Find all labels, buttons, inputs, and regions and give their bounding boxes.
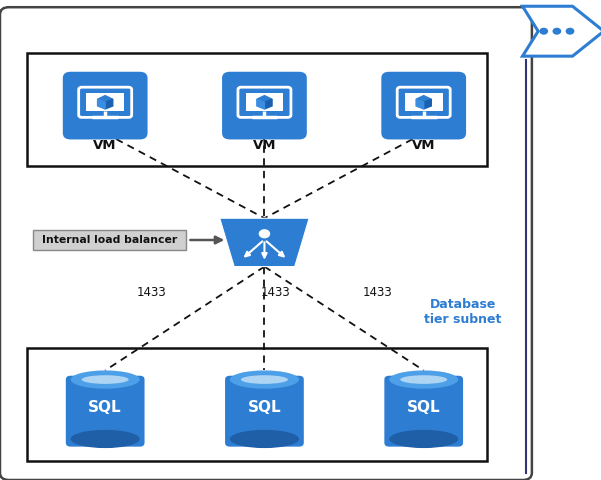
Polygon shape	[416, 96, 432, 102]
Polygon shape	[522, 6, 601, 56]
Text: Database
tier subnet: Database tier subnet	[424, 298, 501, 326]
Polygon shape	[416, 99, 424, 109]
FancyBboxPatch shape	[238, 87, 291, 118]
Text: SQL: SQL	[407, 400, 441, 416]
Ellipse shape	[241, 375, 288, 384]
Text: VM: VM	[412, 139, 436, 153]
Circle shape	[552, 28, 561, 35]
FancyBboxPatch shape	[66, 376, 145, 446]
Polygon shape	[97, 99, 105, 109]
Text: 1433: 1433	[137, 286, 166, 299]
Text: 1433: 1433	[260, 286, 290, 299]
Polygon shape	[264, 99, 272, 109]
Circle shape	[258, 229, 270, 239]
Circle shape	[566, 28, 575, 35]
Text: SQL: SQL	[248, 400, 281, 416]
Polygon shape	[257, 96, 272, 102]
Text: VM: VM	[252, 139, 276, 153]
Polygon shape	[220, 218, 309, 266]
FancyBboxPatch shape	[405, 93, 442, 111]
FancyBboxPatch shape	[87, 93, 124, 111]
Polygon shape	[97, 96, 113, 102]
FancyBboxPatch shape	[27, 348, 487, 461]
FancyBboxPatch shape	[397, 87, 450, 118]
FancyBboxPatch shape	[222, 72, 307, 139]
Circle shape	[539, 28, 548, 35]
FancyBboxPatch shape	[79, 87, 132, 118]
Ellipse shape	[82, 375, 129, 384]
Ellipse shape	[389, 371, 459, 389]
FancyBboxPatch shape	[385, 376, 463, 446]
Ellipse shape	[71, 371, 140, 389]
Text: VM: VM	[93, 139, 117, 153]
FancyBboxPatch shape	[381, 72, 466, 139]
FancyBboxPatch shape	[63, 72, 148, 139]
Polygon shape	[257, 99, 264, 109]
Text: SQL: SQL	[88, 400, 122, 416]
Ellipse shape	[400, 375, 447, 384]
FancyBboxPatch shape	[27, 53, 487, 166]
Polygon shape	[424, 99, 432, 109]
Polygon shape	[105, 99, 113, 109]
Ellipse shape	[71, 430, 140, 448]
FancyBboxPatch shape	[0, 7, 532, 480]
FancyBboxPatch shape	[33, 230, 186, 250]
Text: 1433: 1433	[362, 286, 392, 299]
FancyBboxPatch shape	[246, 93, 283, 111]
Ellipse shape	[230, 430, 299, 448]
Ellipse shape	[230, 371, 299, 389]
Text: Internal load balancer: Internal load balancer	[42, 235, 177, 245]
FancyBboxPatch shape	[225, 376, 304, 446]
Ellipse shape	[389, 430, 459, 448]
